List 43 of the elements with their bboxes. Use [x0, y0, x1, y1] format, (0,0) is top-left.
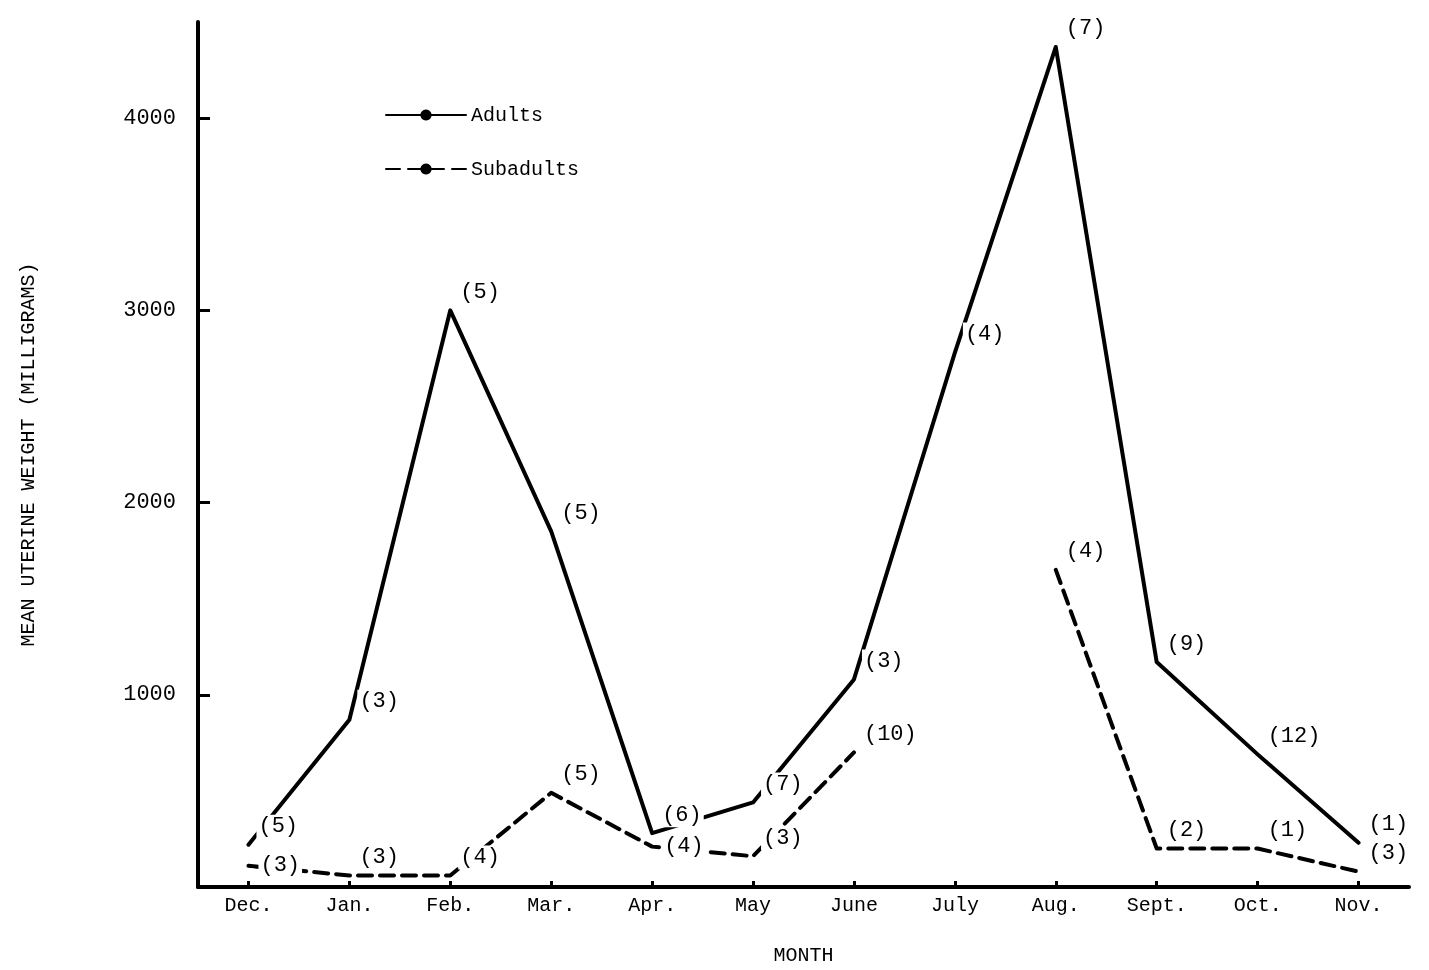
x-tick-label: July [930, 893, 979, 917]
annotation: (10) [863, 721, 917, 747]
annotation: (4) [964, 322, 1005, 348]
annotation: (7) [1065, 16, 1106, 42]
x-tick-label: Jan. [325, 893, 374, 917]
y-tick-label: 1000 [123, 682, 176, 708]
annotation: (5) [258, 814, 299, 840]
annotation: (1) [1267, 818, 1308, 844]
y-tick-label: 4000 [123, 105, 176, 131]
annotation: (1) [1368, 812, 1409, 838]
annotation: (3) [1368, 841, 1409, 867]
x-tick-label: Oct. [1233, 893, 1282, 917]
x-tick-label: June [829, 893, 878, 917]
annotation: (4) [460, 844, 500, 870]
annotation: (3) [260, 853, 301, 879]
annotation: (12) [1267, 723, 1321, 749]
annotation: (3) [763, 825, 803, 851]
annotation: (5) [561, 762, 601, 788]
x-tick-label: Nov. [1334, 893, 1383, 917]
annotation: (5) [561, 500, 601, 526]
x-axis-title: MONTH [773, 943, 834, 967]
annotation: (3) [359, 844, 399, 870]
x-tick-label: Dec. [224, 893, 273, 917]
annotation: (2) [1166, 818, 1207, 844]
annotation: (5) [460, 279, 500, 305]
annotation: (4) [664, 834, 704, 860]
annotation: (7) [763, 771, 803, 797]
x-tick-label: Aug. [1031, 893, 1080, 917]
x-tick-label: Feb. [426, 893, 475, 917]
legend-label: Adults [471, 103, 544, 127]
y-tick-label: 2000 [123, 490, 176, 516]
x-tick-label: Apr. [628, 893, 677, 917]
annotation: (4) [1065, 539, 1106, 565]
annotation: (3) [863, 648, 904, 674]
x-tick-label: Mar. [527, 893, 576, 917]
x-tick-label: May [735, 893, 772, 917]
annotation: (6) [662, 802, 702, 828]
x-tick-label: Sept. [1126, 893, 1187, 917]
annotation: (9) [1166, 631, 1207, 657]
y-axis-title: MEAN UTERINE WEIGHT (MILLIGRAMS) [16, 262, 40, 647]
annotation: (3) [359, 689, 399, 715]
y-tick-label: 3000 [123, 297, 176, 323]
legend-label: Subadults [471, 157, 580, 181]
